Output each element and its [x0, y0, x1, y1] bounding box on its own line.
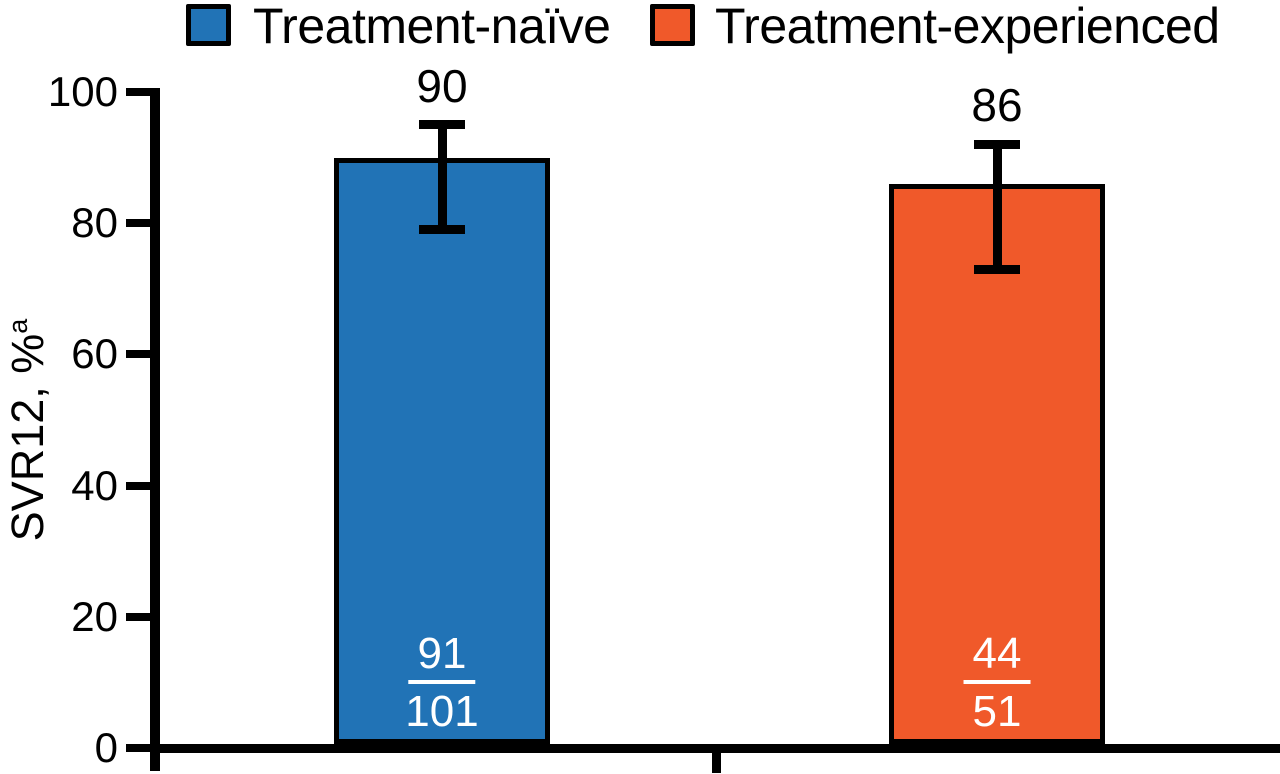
y-axis-tick-mark [126, 350, 156, 359]
y-axis-title: SVR12, %a [0, 280, 56, 580]
y-axis-line [150, 88, 160, 771]
value-label-treatment-experienced: 86 [971, 79, 1023, 132]
legend-swatch-treatment-naive-icon [186, 4, 231, 46]
error-bar-line-treatment-experienced [992, 144, 1002, 270]
y-axis-tick-label: 40 [71, 461, 118, 509]
y-axis-tick-mark [126, 481, 156, 490]
x-axis-category-tick [712, 744, 721, 773]
y-axis-tick-label: 100 [47, 68, 118, 115]
fraction-numerator-treatment-experienced: 44 [963, 632, 1031, 684]
bar-treatment-naive [334, 157, 550, 744]
error-bar-bottom-cap-treatment-experienced [974, 264, 1020, 274]
legend-label-treatment-experienced: Treatment-experienced [715, 0, 1220, 54]
fraction-label-treatment-experienced: 44 51 [963, 632, 1031, 736]
y-axis-tick-label: 20 [71, 592, 118, 640]
fraction-denominator-treatment-naive: 101 [405, 687, 479, 736]
y-axis-tick-label: 60 [71, 330, 118, 378]
legend-swatch-treatment-experienced-icon [650, 4, 695, 46]
fraction-denominator-treatment-experienced: 51 [972, 687, 1022, 736]
y-axis-title-superscript: a [3, 318, 33, 334]
y-axis-tick-label: 80 [71, 199, 118, 247]
y-axis-tick-mark [126, 744, 156, 752]
fraction-numerator-treatment-naive: 91 [408, 632, 476, 684]
y-axis-tick-mark [126, 219, 156, 228]
error-bar-top-cap-treatment-experienced [974, 139, 1020, 149]
y-axis-tick-mark [126, 88, 156, 96]
error-bar-bottom-cap-treatment-naive [419, 225, 465, 235]
legend-label-treatment-naive: Treatment-naïve [253, 0, 611, 54]
error-bar-line-treatment-naive [437, 124, 447, 230]
y-axis-tick-mark [126, 612, 156, 621]
error-bar-top-cap-treatment-naive [419, 120, 465, 130]
value-label-treatment-naive: 90 [416, 59, 468, 112]
fraction-label-treatment-naive: 91 101 [403, 632, 480, 734]
bar-treatment-experienced [889, 183, 1105, 744]
y-axis-tick-label: 0 [94, 724, 118, 771]
